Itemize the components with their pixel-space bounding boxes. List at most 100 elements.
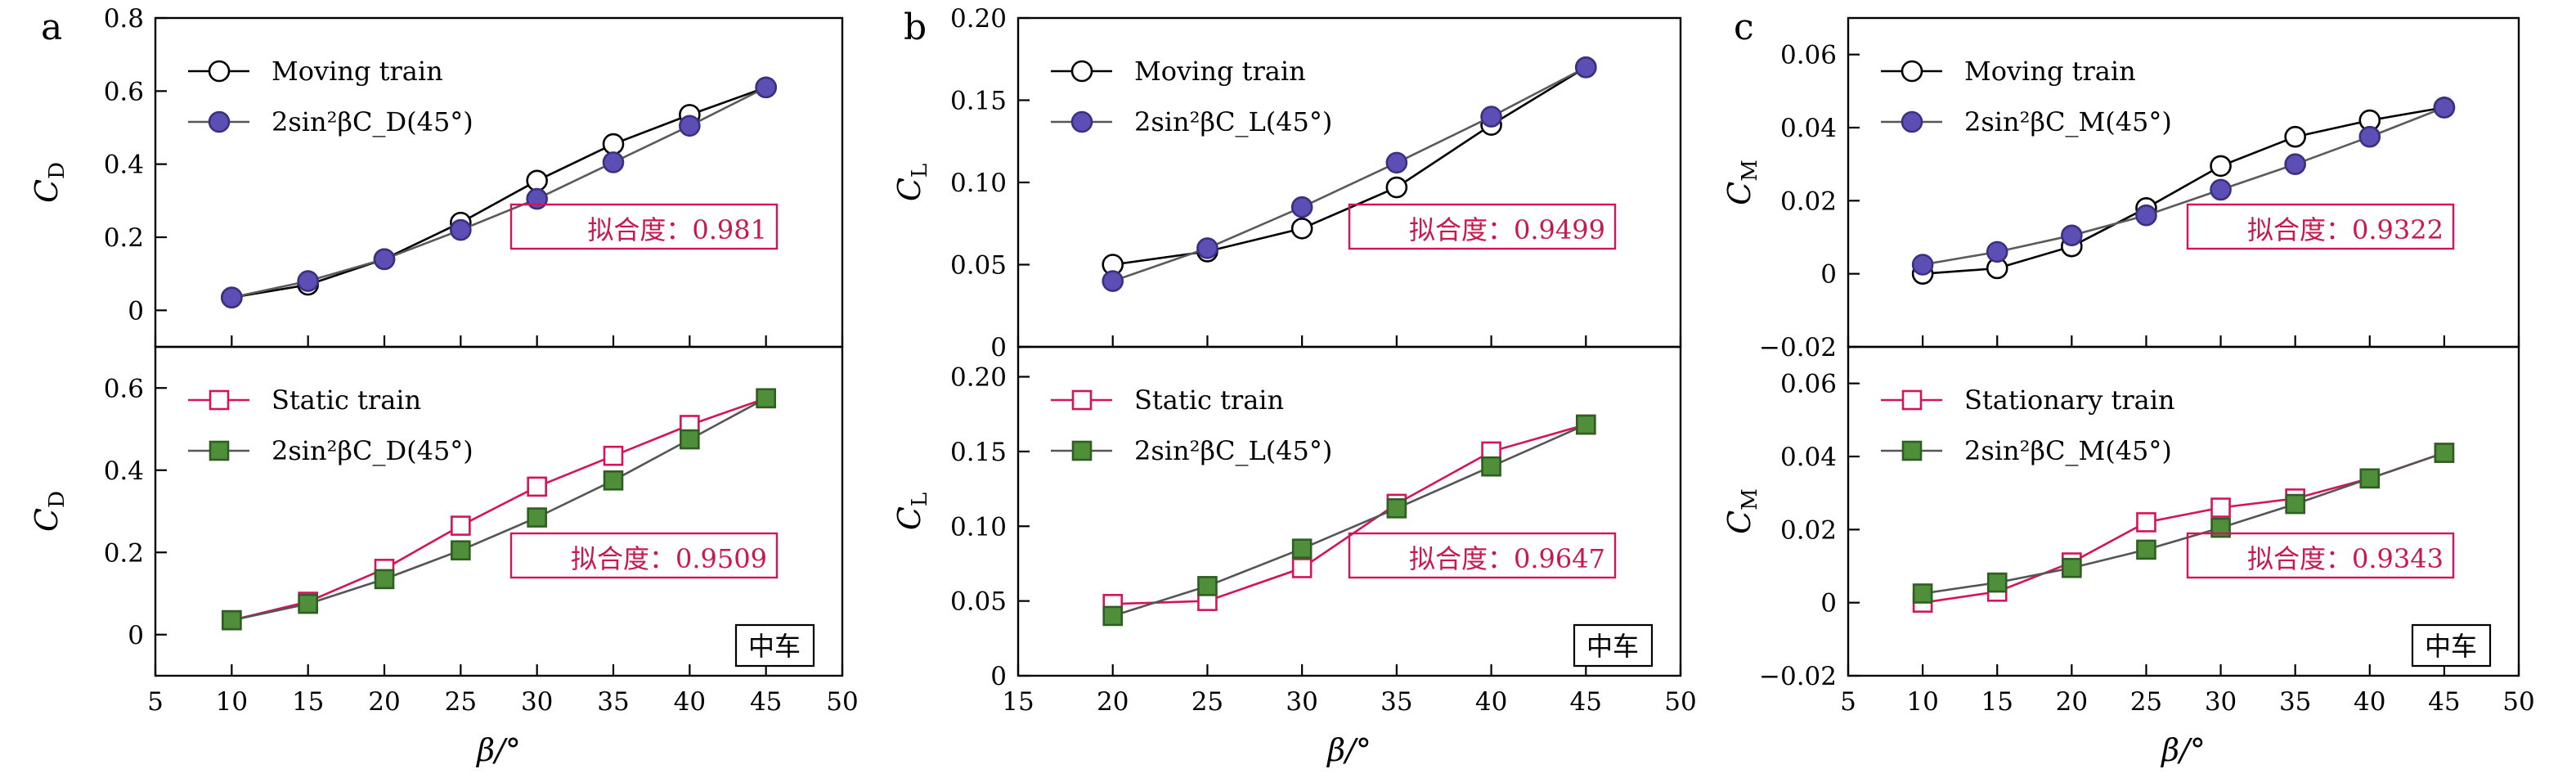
legend-marker (1901, 440, 1923, 461)
data-point (2210, 155, 2232, 178)
data-point (1102, 270, 1124, 292)
data-point (451, 540, 471, 561)
data-point (602, 133, 625, 155)
y-tick-label: 0.02 (1780, 515, 1837, 545)
y-tick-label: 0.20 (950, 363, 1007, 393)
legend-entry: 2sin²βC_M(45°) (1964, 106, 2172, 137)
panel-letter: c (1734, 7, 1754, 48)
y-tick-label: 0.06 (1780, 41, 1837, 70)
y-tick-label: 0.05 (950, 587, 1007, 617)
y-tick-label: −0.02 (1759, 333, 1837, 362)
y-axis-label-main: C (1721, 510, 1757, 534)
subplot-bottom: −0.02 0 0.02 0.04 0.06 5 10 15 20 25 30 35 40 45 50 CM S… (1721, 345, 2535, 717)
x-tick-label: 40 (1475, 687, 1507, 717)
y-axis-label-subscript: M (1738, 488, 1762, 510)
y-axis-label: CM (1721, 488, 1762, 534)
x-tick-label: 20 (368, 687, 400, 717)
y-axis-label: CL (891, 164, 932, 201)
y-tick-label: 0.02 (1780, 187, 1837, 216)
x-tick-label: 40 (2354, 687, 2385, 717)
plot-frame (154, 345, 844, 677)
data-point (2358, 125, 2381, 148)
corner-label-box (2411, 623, 2492, 668)
fit-degree-box (509, 532, 779, 579)
x-tick-label: 45 (2428, 687, 2460, 717)
data-point (298, 593, 318, 614)
data-point (679, 115, 701, 137)
y-tick-label: 0.6 (104, 374, 144, 403)
data-point (527, 507, 547, 528)
fit-degree-box (509, 203, 779, 250)
y-tick-label: 0.10 (950, 512, 1007, 542)
subplot-bottom: 0 0.2 0.4 0.6 5 10 15 20 25 30 35 40 45 50 CD Static tr… (29, 345, 859, 717)
x-tick-label: 45 (750, 687, 782, 717)
y-axis-label-subscript: D (45, 491, 70, 508)
series-line (1112, 423, 1586, 618)
y-tick-label: 0 (1820, 260, 1837, 290)
legend-entry: Moving train (1964, 56, 2136, 87)
x-axis-label: β/° (1326, 732, 1371, 768)
fit-degree-label: 拟合度：0.9509 (571, 543, 767, 574)
data-point (374, 569, 395, 590)
legend-entry: Stationary train (1964, 385, 2175, 416)
data-point (1291, 538, 1313, 559)
data-point (1986, 241, 2008, 263)
x-tick-label: 30 (2205, 687, 2237, 717)
x-tick-label: 35 (597, 687, 629, 717)
y-tick-label: 0.4 (104, 456, 144, 486)
legend-entry: Static train (272, 385, 421, 416)
fit-degree-box (1348, 203, 1617, 250)
legend-marker (1070, 110, 1093, 133)
plot-frame (1847, 345, 2520, 677)
data-point (2284, 153, 2306, 175)
data-point (1290, 196, 1313, 218)
data-point (1574, 56, 1597, 79)
legend-entry: 2sin²βC_L(45°) (1134, 435, 1332, 466)
series-line (231, 86, 767, 299)
x-tick-label: 20 (1097, 687, 1129, 717)
y-tick-label: 0.15 (950, 438, 1007, 467)
x-tick-label: 10 (1906, 687, 1938, 717)
data-point (602, 151, 625, 173)
series-line (1922, 106, 2445, 266)
x-tick-label: 20 (2056, 687, 2088, 717)
x-tick-label: 15 (1981, 687, 2013, 717)
x-tick-label: 5 (147, 687, 164, 717)
y-axis-label-subscript: L (908, 492, 932, 506)
data-point (1386, 498, 1407, 519)
x-tick-label: 25 (445, 687, 477, 717)
y-tick-label: 0.15 (950, 87, 1007, 116)
data-point (2359, 468, 2381, 489)
y-axis-label-subscript: M (1738, 160, 1762, 182)
data-point (450, 218, 472, 241)
series-line (1112, 66, 1586, 282)
x-tick-label: 10 (216, 687, 248, 717)
legend-marker (1070, 60, 1093, 83)
data-point (1912, 583, 1933, 604)
data-point (2210, 178, 2232, 201)
x-axis-label: β/° (2160, 732, 2206, 768)
corner-label: 中车 (1586, 631, 1639, 662)
legend-entry: Moving train (1134, 56, 1306, 87)
x-tick-label: 45 (1570, 687, 1602, 717)
data-point (1480, 106, 1502, 128)
legend-entry: Static train (1134, 385, 1284, 416)
x-tick-label: 5 (1840, 687, 1856, 717)
data-point (2062, 557, 2082, 578)
subplot-bottom: 0 0.05 0.10 0.15 0.20 15 20 25 30 35 40 45 50 CL Stati… (891, 345, 1697, 717)
plot-frame (1847, 16, 2520, 349)
data-point (297, 270, 319, 292)
legend-marker (209, 389, 230, 411)
data-point (1196, 237, 1218, 259)
y-tick-label: 0.4 (104, 151, 144, 180)
legend-marker (1901, 110, 1923, 133)
y-tick-label: 0.2 (104, 538, 144, 568)
fit-degree-box (1348, 532, 1617, 579)
y-axis-label-main: C (29, 179, 65, 203)
x-tick-label: 25 (1192, 687, 1223, 717)
fit-degree-box (2186, 203, 2455, 250)
